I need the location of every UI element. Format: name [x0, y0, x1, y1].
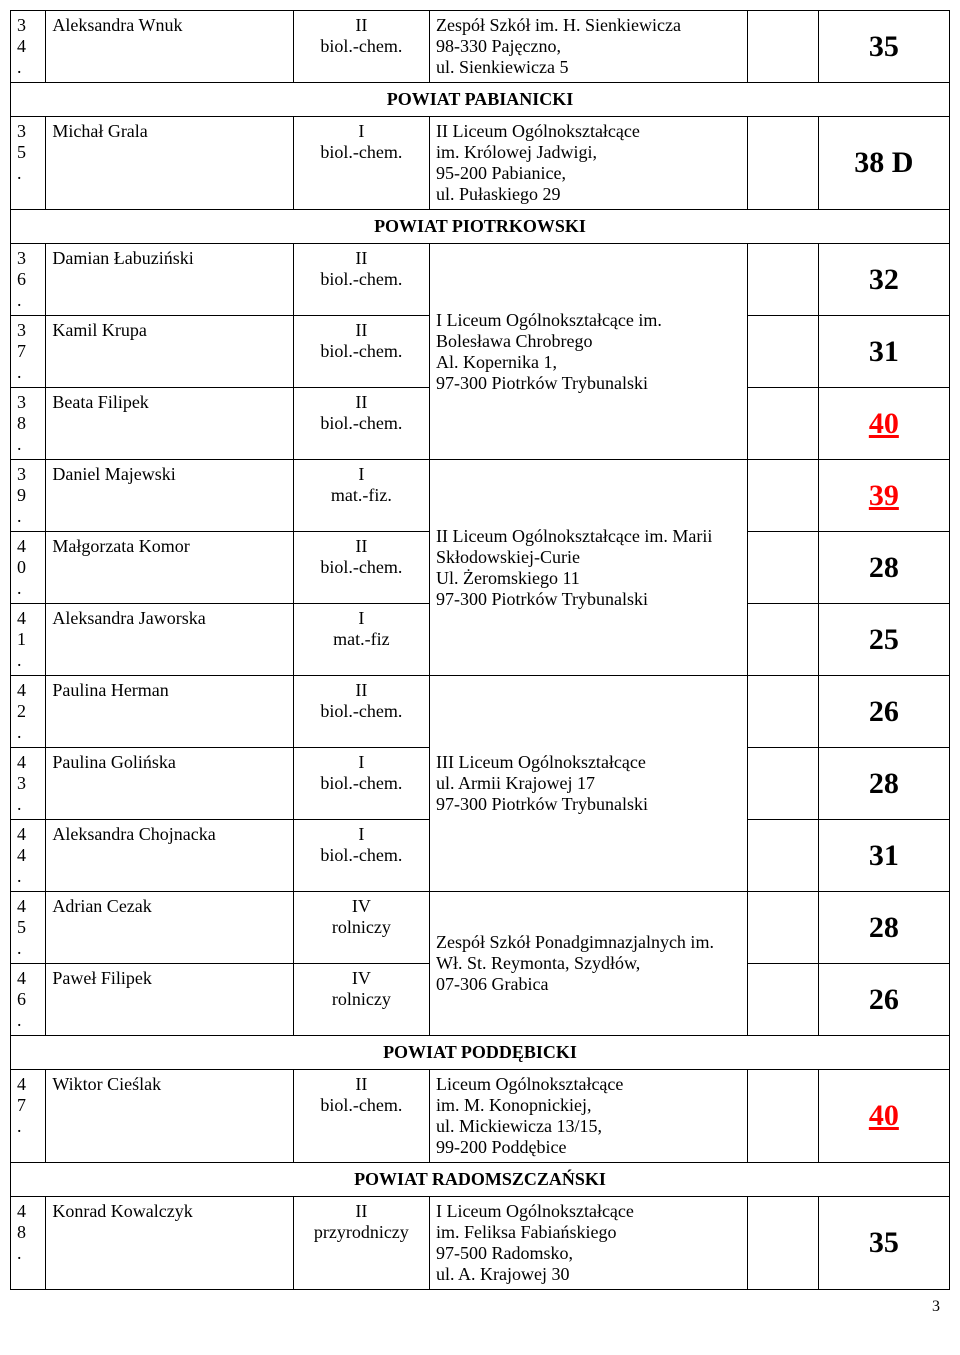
- class-profile: Ibiol.-chem.: [293, 117, 429, 210]
- row-number: 37.: [11, 316, 46, 388]
- section-header: POWIAT PODDĘBICKI: [11, 1036, 950, 1070]
- student-name: Paulina Herman: [46, 676, 293, 748]
- school-name: Zespół Szkół Ponadgimnazjalnych im. Wł. …: [429, 892, 747, 1036]
- blank-cell: [748, 388, 819, 460]
- students-table: 34.Aleksandra WnukIIbiol.-chem.Zespół Sz…: [10, 10, 950, 1290]
- student-name: Paulina Golińska: [46, 748, 293, 820]
- score: 26: [818, 964, 949, 1036]
- score: 32: [818, 244, 949, 316]
- student-name: Damian Łabuziński: [46, 244, 293, 316]
- blank-cell: [748, 676, 819, 748]
- score: 31: [818, 820, 949, 892]
- blank-cell: [748, 748, 819, 820]
- class-profile: IIprzyrodniczy: [293, 1197, 429, 1290]
- blank-cell: [748, 316, 819, 388]
- school-name: III Liceum Ogólnokształcąceul. Armii Kra…: [429, 676, 747, 892]
- class-profile: IIbiol.-chem.: [293, 676, 429, 748]
- student-name: Aleksandra Wnuk: [46, 11, 293, 83]
- class-profile: IVrolniczy: [293, 892, 429, 964]
- student-name: Konrad Kowalczyk: [46, 1197, 293, 1290]
- school-name: I Liceum Ogólnokształcąceim. Feliksa Fab…: [429, 1197, 747, 1290]
- blank-cell: [748, 820, 819, 892]
- score: 25: [818, 604, 949, 676]
- school-name: Liceum Ogólnokształcąceim. M. Konopnicki…: [429, 1070, 747, 1163]
- blank-cell: [748, 1197, 819, 1290]
- row-number: 35.: [11, 117, 46, 210]
- student-name: Adrian Cezak: [46, 892, 293, 964]
- student-name: Aleksandra Jaworska: [46, 604, 293, 676]
- student-name: Paweł Filipek: [46, 964, 293, 1036]
- row-number: 41.: [11, 604, 46, 676]
- class-profile: IIbiol.-chem.: [293, 244, 429, 316]
- row-number: 46.: [11, 964, 46, 1036]
- row-number: 45.: [11, 892, 46, 964]
- row-number: 36.: [11, 244, 46, 316]
- row-number: 47.: [11, 1070, 46, 1163]
- student-name: Wiktor Cieślak: [46, 1070, 293, 1163]
- blank-cell: [748, 892, 819, 964]
- student-name: Małgorzata Komor: [46, 532, 293, 604]
- class-profile: IIbiol.-chem.: [293, 532, 429, 604]
- score: 38 D: [818, 117, 949, 210]
- score: 26: [818, 676, 949, 748]
- score: 35: [818, 11, 949, 83]
- class-profile: IIbiol.-chem.: [293, 388, 429, 460]
- section-header: POWIAT PABIANICKI: [11, 83, 950, 117]
- class-profile: Imat.-fiz.: [293, 460, 429, 532]
- class-profile: IVrolniczy: [293, 964, 429, 1036]
- blank-cell: [748, 1070, 819, 1163]
- blank-cell: [748, 964, 819, 1036]
- blank-cell: [748, 244, 819, 316]
- score: 31: [818, 316, 949, 388]
- blank-cell: [748, 11, 819, 83]
- class-profile: Ibiol.-chem.: [293, 820, 429, 892]
- school-name: I Liceum Ogólnokształcące im. Bolesława …: [429, 244, 747, 460]
- row-number: 44.: [11, 820, 46, 892]
- student-name: Kamil Krupa: [46, 316, 293, 388]
- score: 28: [818, 892, 949, 964]
- student-name: Daniel Majewski: [46, 460, 293, 532]
- school-name: II Liceum Ogólnokształcące im. Marii Skł…: [429, 460, 747, 676]
- score: 28: [818, 532, 949, 604]
- school-name: Zespół Szkół im. H. Sienkiewicza98-330 P…: [429, 11, 747, 83]
- score: 40: [818, 1070, 949, 1163]
- school-name: II Liceum Ogólnokształcąceim. Królowej J…: [429, 117, 747, 210]
- row-number: 42.: [11, 676, 46, 748]
- blank-cell: [748, 117, 819, 210]
- class-profile: IIbiol.-chem.: [293, 11, 429, 83]
- score: 40: [818, 388, 949, 460]
- row-number: 39.: [11, 460, 46, 532]
- blank-cell: [748, 532, 819, 604]
- class-profile: Ibiol.-chem.: [293, 748, 429, 820]
- row-number: 48.: [11, 1197, 46, 1290]
- blank-cell: [748, 604, 819, 676]
- row-number: 38.: [11, 388, 46, 460]
- class-profile: Imat.-fiz: [293, 604, 429, 676]
- student-name: Michał Grala: [46, 117, 293, 210]
- score: 35: [818, 1197, 949, 1290]
- row-number: 34.: [11, 11, 46, 83]
- row-number: 40.: [11, 532, 46, 604]
- class-profile: IIbiol.-chem.: [293, 316, 429, 388]
- section-header: POWIAT PIOTRKOWSKI: [11, 210, 950, 244]
- blank-cell: [748, 460, 819, 532]
- class-profile: IIbiol.-chem.: [293, 1070, 429, 1163]
- student-name: Aleksandra Chojnacka: [46, 820, 293, 892]
- score: 39: [818, 460, 949, 532]
- page-number: 3: [10, 1298, 950, 1316]
- section-header: POWIAT RADOMSZCZAŃSKI: [11, 1163, 950, 1197]
- student-name: Beata Filipek: [46, 388, 293, 460]
- row-number: 43.: [11, 748, 46, 820]
- score: 28: [818, 748, 949, 820]
